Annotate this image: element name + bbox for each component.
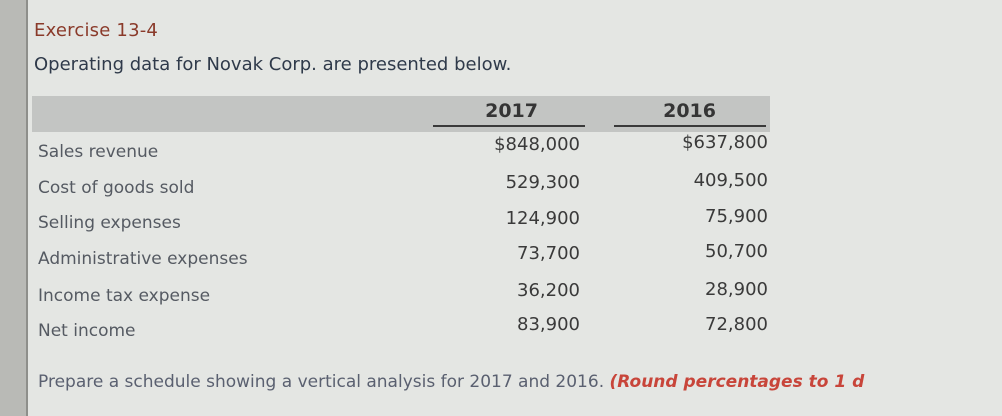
value-2016-cost-of-goods-sold: 409,500 — [693, 170, 768, 191]
value-2016-net-income: 72,800 — [705, 314, 768, 335]
value-2017-administrative-expenses: 73,700 — [517, 243, 580, 264]
column-underline-2016 — [614, 125, 766, 127]
column-underline-2017 — [433, 125, 585, 127]
value-2017-net-income: 83,900 — [517, 314, 580, 335]
instruction-rounding-note: (Round percentages to 1 d — [609, 372, 865, 392]
column-header-2016: 2016 — [663, 100, 716, 122]
exercise-title: Exercise 13-4 — [34, 20, 159, 41]
row-label-net-income: Net income — [38, 321, 136, 341]
row-label-income-tax-expense: Income tax expense — [38, 286, 211, 306]
instruction-text: Prepare a schedule showing a vertical an… — [38, 372, 864, 392]
row-label-administrative-expenses: Administrative expenses — [38, 249, 248, 269]
value-2016-sales-revenue: $637,800 — [682, 132, 768, 153]
value-2017-cost-of-goods-sold: 529,300 — [505, 172, 580, 193]
row-label-cost-of-goods-sold: Cost of goods sold — [38, 178, 195, 198]
value-2017-selling-expenses: 124,900 — [505, 208, 580, 229]
column-header-2017: 2017 — [485, 100, 538, 122]
exercise-intro: Operating data for Novak Corp. are prese… — [34, 54, 512, 75]
value-2016-income-tax-expense: 28,900 — [705, 279, 768, 300]
left-margin — [0, 0, 26, 416]
value-2017-sales-revenue: $848,000 — [494, 134, 580, 155]
value-2016-administrative-expenses: 50,700 — [705, 241, 768, 262]
left-divider — [26, 0, 28, 416]
value-2016-selling-expenses: 75,900 — [705, 206, 768, 227]
value-2017-income-tax-expense: 36,200 — [517, 280, 580, 301]
instruction-main: Prepare a schedule showing a vertical an… — [38, 372, 610, 392]
row-label-sales-revenue: Sales revenue — [38, 142, 159, 162]
row-label-selling-expenses: Selling expenses — [38, 213, 181, 233]
